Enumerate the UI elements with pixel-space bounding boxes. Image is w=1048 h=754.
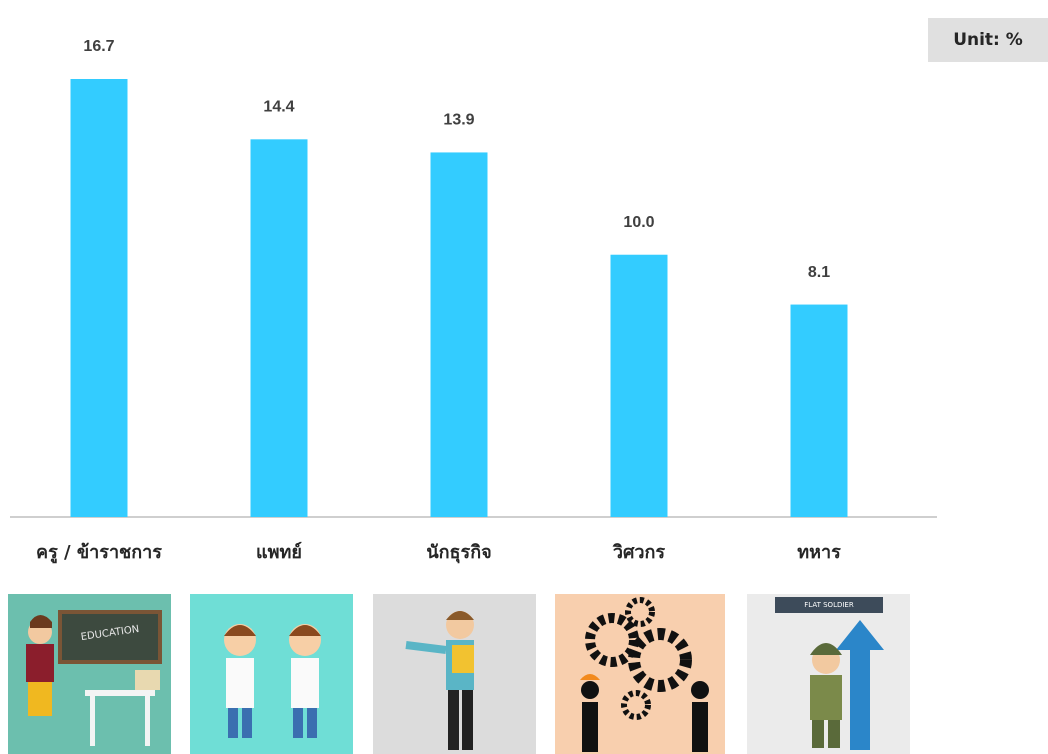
illustration-teacher: EDUCATION bbox=[8, 594, 171, 754]
x-tick-label: นักธุรกิจ bbox=[426, 542, 491, 564]
x-tick-label: แพทย์ bbox=[256, 541, 302, 563]
value-label: 10.0 bbox=[623, 214, 654, 231]
value-label: 16.7 bbox=[83, 38, 114, 55]
value-label: 14.4 bbox=[263, 99, 294, 116]
banner-text: FLAT SOLDIER bbox=[804, 601, 854, 609]
illustration-engineers bbox=[555, 594, 725, 754]
bar bbox=[790, 304, 848, 517]
bar bbox=[430, 152, 488, 517]
bar bbox=[610, 254, 668, 517]
x-tick-label: ครู / ข้าราชการ bbox=[36, 542, 162, 564]
illustration-doctors bbox=[190, 594, 353, 754]
value-label: 13.9 bbox=[443, 112, 474, 129]
illustration-soldier: FLAT SOLDIER bbox=[747, 594, 910, 754]
bar bbox=[70, 79, 128, 517]
value-label: 8.1 bbox=[808, 264, 830, 281]
unit-box bbox=[928, 18, 1048, 62]
x-tick-label: วิศวกร bbox=[612, 542, 665, 563]
x-tick-label: ทหาร bbox=[797, 542, 841, 563]
illustration-businessman bbox=[373, 594, 536, 754]
unit-label: Unit: % bbox=[953, 30, 1023, 50]
bar bbox=[250, 139, 308, 517]
